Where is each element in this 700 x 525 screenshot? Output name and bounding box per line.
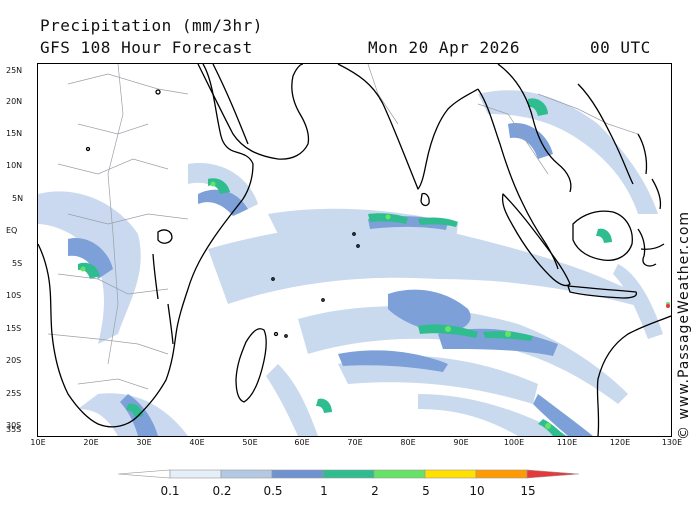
legend-label: 5 [422,484,430,498]
legend-label: 15 [520,484,536,498]
map-canvas [38,64,671,436]
legend-swatch [169,469,222,479]
precip-legend-bar [118,469,580,479]
legend-swatch [526,469,580,479]
intense-precip-cells [80,181,670,429]
lat-label: 20N [6,97,23,106]
legend-label: 0.5 [263,484,283,498]
forecast-label: GFS 108 Hour Forecast [40,38,253,57]
precipitation-map [37,63,672,437]
legend-swatch [271,469,324,479]
lat-label: 35S [6,425,22,434]
forecast-time: 00 UTC [590,38,651,57]
lon-label: 110E [556,438,578,447]
legend-label: 2 [371,484,379,498]
lon-label: 40E [189,438,205,447]
lon-label: 50E [242,438,258,447]
forecast-date: Mon 20 Apr 2026 [368,38,520,57]
lon-label: 100E [503,438,525,447]
legend-label: 0.1 [160,484,180,498]
coastlines [38,64,671,436]
lat-label: 15S [6,324,22,333]
light-precip-areas [38,90,663,436]
legend-swatch [475,469,528,479]
legend-swatch [118,469,171,479]
map-title: Precipitation (mm/3hr) [40,16,263,35]
lat-label: 15N [6,129,23,138]
lat-label: 10S [6,291,22,300]
legend-swatch [373,469,426,479]
lon-label: 20E [83,438,99,447]
lon-label: 70E [347,438,363,447]
lon-label: 30E [136,438,152,447]
legend-swatch [322,469,375,479]
lon-label: 60E [294,438,310,447]
lat-label: 30S [6,421,22,430]
lat-label: 25S [6,389,22,398]
lon-label: 90E [453,438,469,447]
lon-label: 130E [661,438,683,447]
lat-label: EQ [6,226,18,235]
legend-label: 0.2 [212,484,232,498]
lat-label: 20S [6,356,22,365]
lon-label: 10E [30,438,46,447]
lat-label: 5S [12,259,23,268]
lat-label: 25N [6,66,23,75]
lon-label: 120E [609,438,631,447]
legend-swatch [424,469,477,479]
country-borders [47,64,639,390]
legend-label: 1 [320,484,328,498]
legend-label: 10 [469,484,485,498]
lat-label: 5N [12,194,24,203]
legend-swatch [220,469,273,479]
lat-label: 10N [6,161,23,170]
extreme-precip-cell [666,304,670,308]
copyright-credit: © www.PassageWeather.com [676,210,692,440]
lon-label: 80E [400,438,416,447]
